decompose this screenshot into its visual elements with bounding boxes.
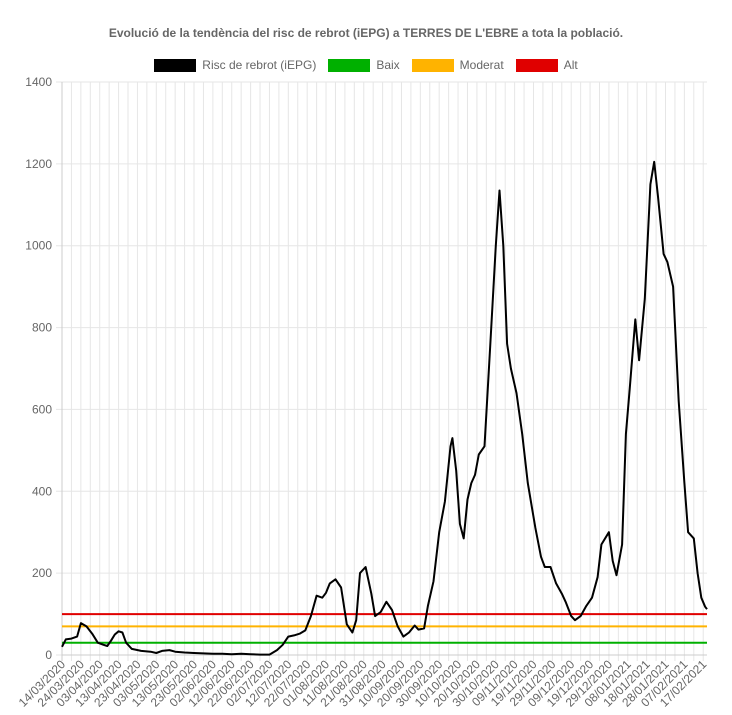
legend-item[interactable]: Alt bbox=[515, 58, 578, 72]
legend-swatch bbox=[154, 58, 197, 72]
chart-title: Evolució de la tendència del risc de reb… bbox=[108, 26, 624, 40]
y-tick-label: 1000 bbox=[25, 239, 52, 253]
y-tick-label: 600 bbox=[32, 402, 52, 416]
y-tick-label: 200 bbox=[32, 566, 52, 580]
legend-swatch bbox=[515, 58, 558, 72]
series-group bbox=[61, 160, 708, 656]
y-tick-label: 1200 bbox=[25, 157, 52, 171]
series-line-risc-de-rebrot-iepg bbox=[61, 160, 708, 656]
legend-item[interactable]: Risc de rebrot (iEPG) bbox=[154, 58, 316, 72]
y-tick-label: 0 bbox=[45, 648, 52, 662]
legend-swatch bbox=[328, 58, 371, 72]
legend-label: Risc de rebrot (iEPG) bbox=[202, 58, 317, 72]
legend-item[interactable]: Moderat bbox=[411, 58, 504, 72]
y-tick-label: 1400 bbox=[25, 75, 52, 89]
legend-swatch bbox=[411, 58, 454, 72]
grid bbox=[56, 81, 707, 661]
legend-label: Moderat bbox=[459, 58, 504, 72]
legend: Risc de rebrot (iEPG) Baix Moderat Alt bbox=[0, 58, 732, 72]
y-tick-label: 800 bbox=[32, 321, 52, 335]
legend-item[interactable]: Baix bbox=[328, 58, 400, 72]
y-axis: 0 200 400 600 800 1000 1200 1400 bbox=[25, 75, 63, 662]
legend-label: Alt bbox=[563, 58, 578, 72]
x-axis: 14/03/202024/03/202003/04/202013/04/2020… bbox=[16, 654, 710, 710]
y-tick-label: 400 bbox=[32, 484, 52, 498]
legend-label: Baix bbox=[376, 58, 400, 72]
